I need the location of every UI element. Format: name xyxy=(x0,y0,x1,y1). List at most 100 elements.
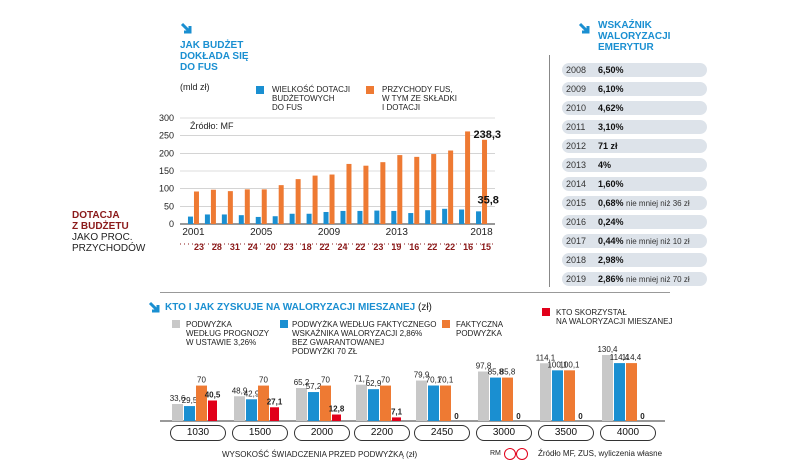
side-row-note: nie mniej niż 10 zł xyxy=(626,237,690,246)
side-row-value: 2,86% nie mniej niż 70 zł xyxy=(598,274,690,284)
mix-bar-label: 70 xyxy=(259,376,268,385)
mix-legend-red: KTO SKORZYSTAŁ NA WALORYZACJI MIESZANEJ xyxy=(556,308,672,326)
mix-bar xyxy=(172,403,183,421)
legend-line: DO FUS xyxy=(272,103,303,112)
arrow-down-right-icon xyxy=(180,22,192,34)
side-row-year: 2016 xyxy=(566,217,587,227)
y-tick-label: 300 xyxy=(159,113,174,123)
bar-przychody xyxy=(414,156,420,224)
fus-title: JAK BUDŻET DOKŁADA SIĘ DO FUS xyxy=(180,40,249,73)
side-row-note: nie mniej niż 36 zł xyxy=(626,199,690,208)
legend-blue-text: WIELKOŚĆ DOTACJI BUDŻETOWYCH DO FUS xyxy=(272,85,350,112)
bar-dotacja xyxy=(204,214,210,224)
side-row-value: 6,50% xyxy=(598,65,624,75)
bar-przychody xyxy=(295,179,301,224)
bar-przychody xyxy=(431,154,437,224)
mix-bar-label: 114,4 xyxy=(622,353,642,362)
bar-dotacja xyxy=(459,209,465,224)
legend-line: FAKTYCZNA xyxy=(456,320,504,329)
mix-legend-swatch-orange xyxy=(442,320,450,328)
mix-bar-label: 40,5 xyxy=(205,391,221,400)
bar-dotacja xyxy=(187,216,193,224)
side-row-value: 1,60% xyxy=(598,179,624,189)
y-tick-label: 150 xyxy=(159,166,174,176)
mix-legend-blue: PODWYŻKA WEDŁUG FAKTYCZNEGO WSKAŹNIKA WA… xyxy=(292,320,436,356)
x-tick-label: 2001 xyxy=(182,227,205,238)
bar-dotacja xyxy=(374,210,380,224)
y-tick-label: 200 xyxy=(159,148,174,158)
category-pill: 2200 xyxy=(354,425,410,441)
bar-dotacja xyxy=(425,210,431,224)
side-row-value: 0,44% nie mniej niż 10 zł xyxy=(598,236,690,246)
mix-title: KTO I JAK ZYSKUJE NA WALORYZACJI MIESZAN… xyxy=(165,302,432,313)
mix-bar xyxy=(602,355,613,421)
side-title: WSKAŹNIK WALORYZACJI EMERYTUR xyxy=(598,20,670,53)
legend-line: PODWYŻKA xyxy=(186,320,232,329)
legend-line: PODWYŻKA WEDŁUG FAKTYCZNEGO xyxy=(292,320,437,329)
y-tick-label: 0 xyxy=(169,219,174,229)
fus-title-line: DO FUS xyxy=(180,62,218,73)
mix-legend-orange: FAKTYCZNA PODWYŻKA xyxy=(456,320,503,338)
mix-bar xyxy=(380,385,391,421)
bar-przychody xyxy=(193,191,199,224)
dotacja-pct: 23 xyxy=(284,242,294,252)
side-row: 2016 0,24% xyxy=(562,215,707,229)
dotacja-pct: 22 xyxy=(427,242,437,252)
bar-przychody xyxy=(329,174,335,224)
dotacja-pct: 16 xyxy=(463,242,473,252)
mix-legend-gray: PODWYŻKA WEDŁUG PROGNOZY W USTAWIE 3,26% xyxy=(186,320,269,347)
mix-bar-label: 70,1 xyxy=(438,376,454,385)
bar-dotacja xyxy=(221,214,227,224)
mix-legend-swatch-gray xyxy=(172,320,180,328)
mix-bar xyxy=(392,417,401,421)
mix-bar-label: 70,1 xyxy=(426,376,442,385)
mix-title-text: KTO I JAK ZYSKUJE NA WALORYZACJI MIESZAN… xyxy=(165,302,416,313)
dotacja-pct: 23 xyxy=(373,242,383,252)
bar-przychody xyxy=(278,185,284,224)
side-title-line: WALORYZACJI xyxy=(598,31,671,42)
mix-bar-label: 48,9 xyxy=(232,386,248,395)
mix-bar-label: 29,5 xyxy=(182,396,198,405)
side-row-year: 2013 xyxy=(566,160,587,170)
side-row-year: 2015 xyxy=(566,198,587,208)
side-row-value: 0,68% nie mniej niż 36 zł xyxy=(598,198,690,208)
side-row-year: 2010 xyxy=(566,103,587,113)
category-pill: 2450 xyxy=(414,425,470,441)
mix-bar-label: 57,2 xyxy=(306,382,322,391)
mix-bar-label: 85,8 xyxy=(488,368,504,377)
dotacja-pct: 23 xyxy=(194,242,204,252)
legend-line: NA WALORYZACJI MIESZANEJ xyxy=(556,317,673,326)
mix-bar xyxy=(208,400,217,421)
bar-przychody xyxy=(312,175,318,224)
bar-dotacja xyxy=(272,216,278,224)
legend-line: KTO SKORZYSTAŁ xyxy=(556,308,627,317)
mix-bar-label: 70 xyxy=(381,376,390,385)
mix-legend-swatch-red xyxy=(542,308,550,316)
side-row-year: 2012 xyxy=(566,141,587,151)
side-row: 2011 3,10% xyxy=(562,120,707,134)
side-row: 2013 4% xyxy=(562,158,707,172)
rm-label: RM xyxy=(490,450,501,457)
bar-przychody xyxy=(465,131,471,224)
mix-bar xyxy=(564,370,575,421)
mix-bar xyxy=(368,389,379,421)
dotacja-pct: 16 xyxy=(409,242,419,252)
side-divider xyxy=(549,55,550,287)
legend-line: W USTAWIE 3,26% xyxy=(186,338,257,347)
y-tick-label: 100 xyxy=(159,184,174,194)
mix-bar-label: 0 xyxy=(640,412,645,421)
mix-bar-label: 33,6 xyxy=(170,394,186,403)
side-row: 2018 2,98% xyxy=(562,253,707,267)
fus-title-line: DOKŁADA SIĘ xyxy=(180,51,249,62)
side-row: 2010 4,62% xyxy=(562,101,707,115)
side-row-value: 4,62% xyxy=(598,103,624,113)
side-row-year: 2019 xyxy=(566,274,587,284)
mix-bar xyxy=(356,384,367,421)
side-row-year: 2011 xyxy=(566,122,586,132)
side-title-line: WSKAŹNIK xyxy=(598,20,652,31)
side-row-value: 6,10% xyxy=(598,84,624,94)
dotacja-sub-line: PRZYCHODÓW xyxy=(72,243,146,254)
mix-bar-label: 0 xyxy=(516,412,521,421)
bar-przychody xyxy=(261,189,267,224)
